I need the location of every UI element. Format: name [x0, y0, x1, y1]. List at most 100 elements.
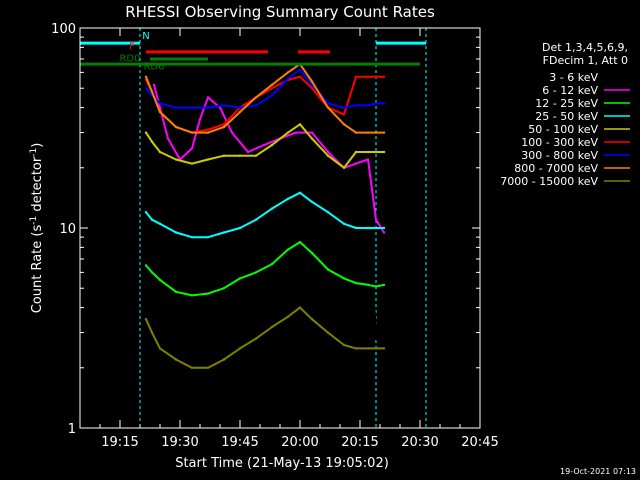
series-4-point-17: [374, 150, 378, 154]
series-3-point-17: [374, 226, 378, 230]
series-5-point-11: [298, 75, 302, 79]
series-3-point-10: [286, 197, 290, 200]
legend-label-8: 7000 - 15000 keV: [500, 175, 598, 188]
series-5-point-5: [206, 128, 210, 131]
series-8-point-3: [174, 358, 178, 361]
series-4-point-8: [254, 154, 258, 157]
series-7-point-13: [326, 106, 330, 109]
series-6-point-15: [354, 104, 358, 107]
series-2-point-11: [298, 240, 302, 244]
legend-header-0: Det 1,3,4,5,6,9,: [542, 41, 628, 54]
series-7-point-10: [286, 71, 290, 74]
series-8-point-10: [286, 315, 290, 318]
series-2-point-2: [158, 278, 162, 282]
series-6-point-17: [374, 102, 378, 105]
series-0-point-12: [270, 115, 274, 118]
series-5-point-14: [342, 113, 346, 116]
series-2-point-16: [366, 283, 370, 286]
series-4-point-12: [310, 137, 314, 140]
x-tick-label-3: 20:00: [281, 435, 318, 450]
series-1-point-13: [310, 131, 314, 134]
series-2-point-18: [382, 283, 386, 286]
series-3-point-4: [190, 236, 194, 239]
series-4-point-3: [174, 158, 178, 161]
series-3-point-2: [158, 222, 162, 225]
series-7-point-0: [144, 75, 148, 79]
series-7-point-6: [222, 125, 226, 129]
series-4-point-10: [286, 131, 290, 134]
series-0-point-11: [258, 123, 262, 126]
flag-1-label: F: [129, 42, 135, 53]
series-4-point-16: [366, 150, 370, 154]
series-0-point-6: [198, 143, 202, 147]
y-axis-label-main: Count Rate (s: [30, 225, 45, 314]
series-6-point-9: [270, 94, 274, 97]
series-5-point-12: [310, 87, 314, 90]
series-8-point-9: [270, 325, 274, 329]
series-1-point-0: [152, 83, 156, 87]
series-8-point-18: [382, 347, 386, 350]
y-tick-label-0: 1: [68, 422, 76, 437]
series-1-point-8: [230, 131, 234, 134]
flag-0: N: [80, 31, 426, 45]
x-tick-label-1: 19:30: [161, 435, 198, 450]
series-7-point-2: [158, 110, 162, 114]
series-6-point-5: [206, 106, 210, 109]
series-4-point-14: [342, 166, 346, 169]
flag-1: F: [129, 42, 330, 54]
flag-2: RD0: [80, 53, 420, 66]
series-2-point-1: [150, 271, 154, 274]
y-tick-label-1: 10: [59, 222, 76, 237]
series-3-point-13: [326, 211, 330, 214]
series-7-point-1: [150, 90, 154, 94]
legend-label-6: 300 - 800 keV: [521, 149, 598, 162]
series-0-point-13: [282, 106, 286, 109]
chart-title: RHESSI Observing Summary Count Rates: [125, 3, 435, 21]
series-1-point-17: [366, 158, 370, 161]
series-3-point-11: [298, 191, 302, 194]
flag-2-label: RD0: [119, 53, 140, 64]
series-3-point-15: [354, 226, 358, 230]
series-3-point-1: [150, 218, 154, 221]
series-2-point-10: [286, 248, 290, 251]
series-1-point-14: [326, 150, 330, 154]
series-4-point-15: [354, 150, 358, 154]
series-2-point-15: [354, 281, 358, 285]
legend: Det 1,3,4,5,6,9,FDecim 1, Att 0 3 - 6 keV…: [500, 41, 630, 188]
series-1-point-6: [206, 96, 210, 99]
series-3-point-5: [206, 236, 210, 239]
flag-3: RD6: [143, 57, 208, 73]
series-7-point-16: [366, 131, 370, 134]
series-0-point-14: [294, 102, 298, 105]
series-5-point-17: [374, 75, 378, 79]
x-tick-label-5: 20:30: [401, 435, 438, 450]
series-7-point-15: [354, 131, 358, 134]
series-2-point-0: [144, 264, 148, 267]
flag-0-label: N: [142, 31, 149, 42]
series-8-point-8: [254, 337, 258, 340]
series-0-point-2: [166, 147, 170, 150]
series-3-point-8: [254, 218, 258, 221]
y-axis-label-sup2: -1: [29, 148, 39, 157]
series-4: [144, 123, 386, 169]
series-0-point-19: [354, 166, 358, 169]
series-2-point-12: [310, 251, 314, 255]
series-8-point-4: [190, 366, 194, 369]
series-2-point-7: [238, 277, 242, 280]
series-6-point-14: [342, 106, 346, 109]
series-7-point-7: [238, 110, 242, 114]
series-3-point-7: [238, 226, 242, 230]
legend-label-2: 12 - 25 keV: [535, 97, 598, 110]
legend-header-1: FDecim 1, Att 0: [543, 54, 628, 67]
series-0-point-1: [158, 118, 162, 121]
series-6-point-11: [298, 68, 302, 71]
series-8-point-17: [374, 347, 378, 350]
series-4-point-13: [326, 154, 330, 157]
series-8-point-16: [366, 347, 370, 350]
series-3-point-14: [342, 222, 346, 225]
series-1: [152, 83, 386, 234]
series-8-point-15: [354, 347, 358, 350]
legend-label-0: 3 - 6 keV: [549, 71, 598, 84]
